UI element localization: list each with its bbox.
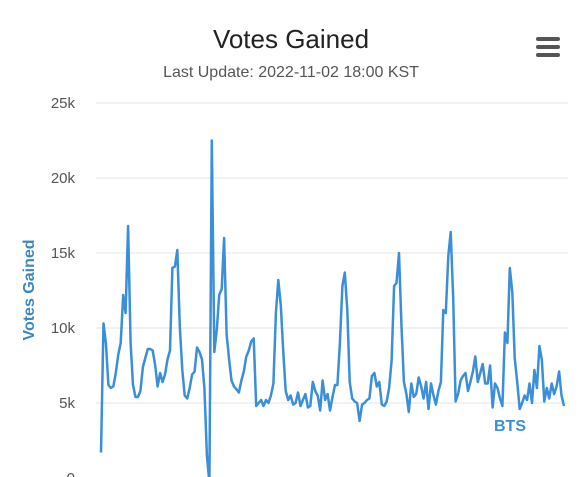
chart-menu-button[interactable]: [534, 34, 564, 60]
y-axis-label: Votes Gained: [21, 239, 38, 340]
y-tick-label: 5k: [59, 395, 75, 412]
series-layer: BTS: [99, 139, 566, 477]
y-tick-label: 0: [67, 470, 75, 477]
series-label: BTS: [494, 418, 526, 435]
y-axis-ticks: 0 5k 10k 15k 20k 25k: [51, 95, 76, 477]
y-tick-label: 20k: [51, 170, 76, 187]
y-tick-label: 25k: [51, 95, 76, 112]
chart-subtitle: Last Update: 2022-11-02 18:00 KST: [163, 64, 419, 81]
y-tick-label: 10k: [51, 320, 76, 337]
chart-title: Votes Gained: [212, 24, 370, 54]
y-tick-label: 15k: [51, 245, 76, 262]
series-line-bts[interactable]: [99, 139, 566, 477]
